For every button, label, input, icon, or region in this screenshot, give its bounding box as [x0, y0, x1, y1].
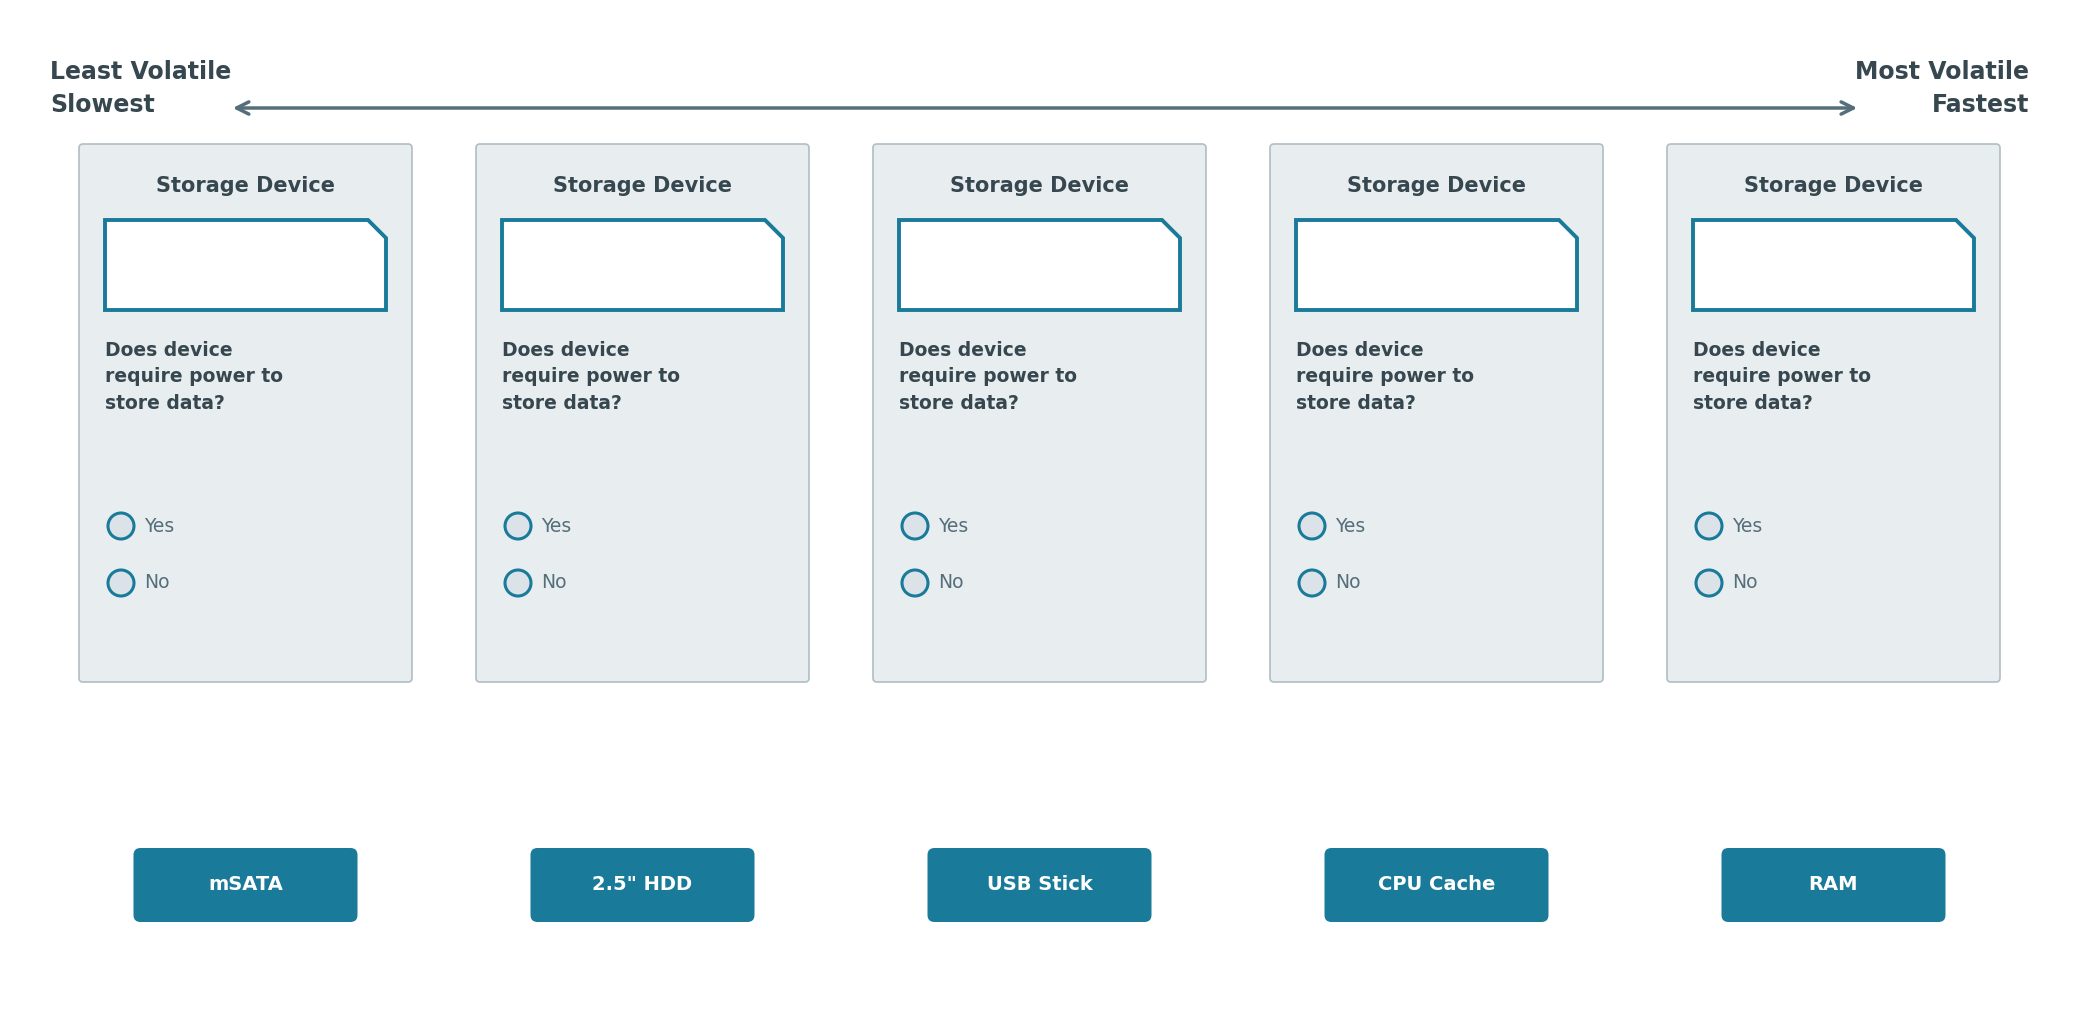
FancyBboxPatch shape: [1721, 848, 1946, 922]
Polygon shape: [106, 220, 387, 310]
FancyBboxPatch shape: [1667, 144, 2000, 682]
Text: No: No: [1732, 573, 1757, 593]
Circle shape: [1299, 570, 1324, 596]
FancyBboxPatch shape: [79, 144, 412, 682]
Text: Fastest: Fastest: [1931, 93, 2029, 117]
Polygon shape: [1692, 220, 1973, 310]
Text: No: No: [1335, 573, 1360, 593]
FancyBboxPatch shape: [476, 144, 809, 682]
Circle shape: [902, 514, 927, 539]
Text: Does device
require power to
store data?: Does device require power to store data?: [1692, 341, 1871, 413]
Text: Yes: Yes: [143, 517, 175, 535]
Text: No: No: [541, 573, 565, 593]
FancyBboxPatch shape: [133, 848, 358, 922]
Text: Storage Device: Storage Device: [553, 176, 732, 196]
Text: Does device
require power to
store data?: Does device require power to store data?: [106, 341, 283, 413]
Text: Yes: Yes: [541, 517, 572, 535]
Circle shape: [108, 570, 133, 596]
Text: Storage Device: Storage Device: [156, 176, 335, 196]
Circle shape: [108, 514, 133, 539]
Text: Most Volatile: Most Volatile: [1854, 60, 2029, 84]
Text: Least Volatile: Least Volatile: [50, 60, 231, 84]
Text: Yes: Yes: [938, 517, 969, 535]
Text: Storage Device: Storage Device: [1347, 176, 1526, 196]
Polygon shape: [501, 220, 784, 310]
Circle shape: [902, 570, 927, 596]
Text: Yes: Yes: [1732, 517, 1763, 535]
Text: Storage Device: Storage Device: [1744, 176, 1923, 196]
Text: Slowest: Slowest: [50, 93, 154, 117]
Text: Does device
require power to
store data?: Does device require power to store data?: [898, 341, 1077, 413]
Text: Storage Device: Storage Device: [950, 176, 1129, 196]
FancyBboxPatch shape: [873, 144, 1206, 682]
Text: Does device
require power to
store data?: Does device require power to store data?: [501, 341, 680, 413]
Text: 2.5" HDD: 2.5" HDD: [593, 875, 692, 895]
Text: RAM: RAM: [1809, 875, 1859, 895]
Circle shape: [1696, 570, 1721, 596]
FancyBboxPatch shape: [1324, 848, 1549, 922]
Text: CPU Cache: CPU Cache: [1378, 875, 1495, 895]
Polygon shape: [898, 220, 1181, 310]
Text: Yes: Yes: [1335, 517, 1366, 535]
Text: No: No: [143, 573, 170, 593]
Text: No: No: [938, 573, 963, 593]
Circle shape: [505, 570, 530, 596]
Text: mSATA: mSATA: [208, 875, 283, 895]
Circle shape: [1299, 514, 1324, 539]
FancyBboxPatch shape: [927, 848, 1152, 922]
Circle shape: [1696, 514, 1721, 539]
Text: Does device
require power to
store data?: Does device require power to store data?: [1295, 341, 1474, 413]
Text: USB Stick: USB Stick: [988, 875, 1091, 895]
Polygon shape: [1295, 220, 1578, 310]
Circle shape: [505, 514, 530, 539]
FancyBboxPatch shape: [1270, 144, 1603, 682]
FancyBboxPatch shape: [530, 848, 755, 922]
